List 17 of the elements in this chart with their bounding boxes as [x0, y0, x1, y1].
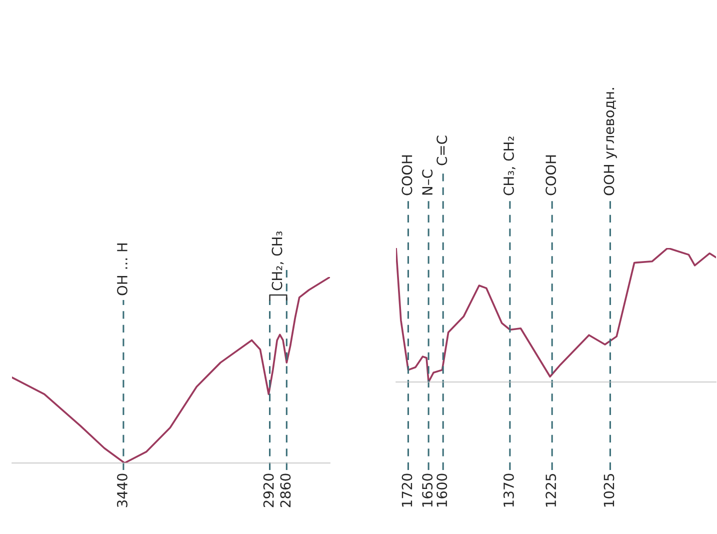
x-tick-label: 2860 [280, 474, 291, 508]
ref-line-label: C=C [436, 136, 448, 166]
x-tick-label: 1370 [503, 474, 514, 507]
ref-line-label: N–C [422, 170, 433, 195]
ref-line-label: OH ... H [116, 243, 128, 296]
ref-line-label: OOH углеводн. [604, 88, 617, 196]
ref-line-label: COOH [402, 155, 412, 196]
x-tick-label: 1650 [422, 474, 433, 507]
x-tick-label: 1720 [402, 474, 412, 507]
x-tick-label: 1025 [604, 474, 614, 507]
ref-line-label: CH₃, CH₂ [503, 136, 516, 196]
x-tick-label: 1225 [546, 474, 556, 507]
x-tick-label: 3440 [116, 474, 128, 508]
x-tick-label: 2920 [263, 474, 274, 508]
ref-line-label: COOH [546, 155, 556, 196]
x-tick-label: 1600 [436, 474, 448, 507]
annotation: CH₂, CH₃ [272, 231, 284, 290]
